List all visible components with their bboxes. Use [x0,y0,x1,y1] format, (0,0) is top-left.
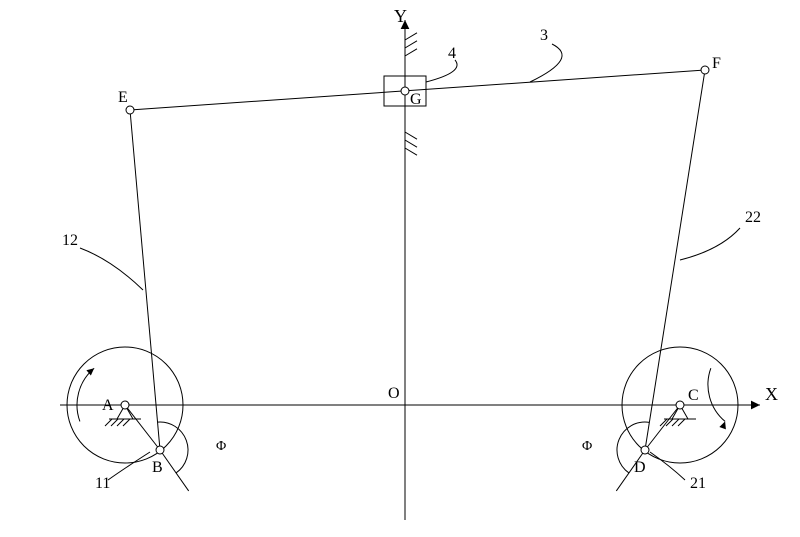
joint-label-C: C [688,387,699,404]
ref-r22-label: 22 [745,209,761,226]
x-axis-label: X [765,384,778,404]
ref-r11-label: 11 [95,475,110,492]
joint-label-G: G [410,91,422,108]
origin-label: O [388,385,400,402]
ref-r3-label: 3 [540,27,548,44]
canvas-bg [0,0,800,537]
joint-label-A: A [102,397,114,414]
joint-F [701,66,709,74]
joint-label-E: E [118,89,128,106]
ref-r4-label: 4 [448,45,456,62]
joint-B [156,446,164,454]
angle-phi-right-label: Φ [582,439,592,454]
joint-C [676,401,684,409]
ref-r12-label: 12 [62,232,78,249]
joint-E [126,106,134,114]
joint-label-F: F [712,55,721,72]
joint-A [121,401,129,409]
ref-r21-label: 21 [690,475,706,492]
joint-G [401,87,409,95]
joint-label-D: D [634,459,646,476]
y-axis-label: Y [394,6,407,26]
angle-phi-left-label: Φ [216,439,226,454]
joint-D [641,446,649,454]
joint-label-B: B [152,459,163,476]
